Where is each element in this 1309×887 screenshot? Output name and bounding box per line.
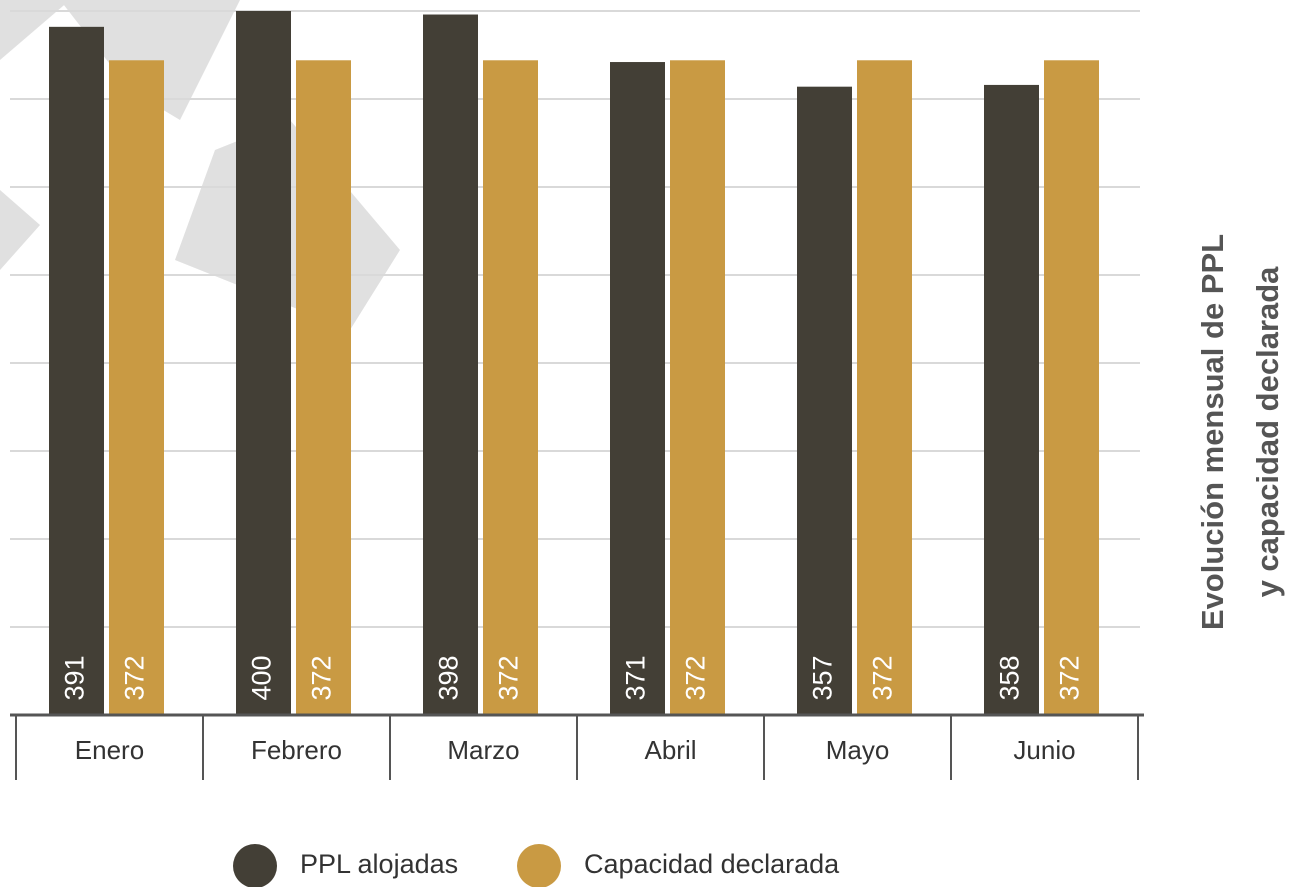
bar [610, 62, 665, 716]
value-label: 391 [60, 655, 90, 700]
value-label: 358 [995, 655, 1025, 700]
x-tick-label: Mayo [826, 735, 890, 765]
bar [109, 60, 164, 715]
x-tick-label: Febrero [251, 735, 342, 765]
value-label: 398 [434, 655, 464, 700]
value-label: 372 [1055, 655, 1085, 700]
legend-marker [233, 844, 277, 887]
title: Evolución mensual de PPL y capacidad dec… [1195, 234, 1285, 630]
bar [483, 60, 538, 715]
bar [49, 26, 104, 715]
value-label: 371 [621, 655, 651, 700]
bar [670, 60, 725, 715]
legend-label: Capacidad declarada [584, 849, 840, 879]
value-label: 357 [808, 655, 838, 700]
bar [236, 11, 291, 715]
x-tick-label: Junio [1013, 735, 1075, 765]
value-label: 372 [868, 655, 898, 700]
bar [984, 84, 1039, 716]
legend-marker [517, 844, 561, 887]
value-label: 372 [494, 655, 524, 700]
x-tick-label: Marzo [447, 735, 519, 765]
value-label: 372 [307, 655, 337, 700]
value-label: 372 [120, 655, 150, 700]
value-label: 372 [681, 655, 711, 700]
title-line: Evolución mensual de PPL [1195, 234, 1230, 630]
x-tick-label: Abril [644, 735, 696, 765]
bar [797, 86, 852, 716]
title-line: y capacidad declarada [1250, 266, 1285, 598]
value-label: 400 [247, 655, 277, 700]
bar [296, 60, 351, 715]
legend-label: PPL alojadas [300, 849, 458, 879]
bar [857, 60, 912, 715]
bar [1044, 60, 1099, 715]
bar [423, 14, 478, 715]
x-tick-label: Enero [75, 735, 144, 765]
